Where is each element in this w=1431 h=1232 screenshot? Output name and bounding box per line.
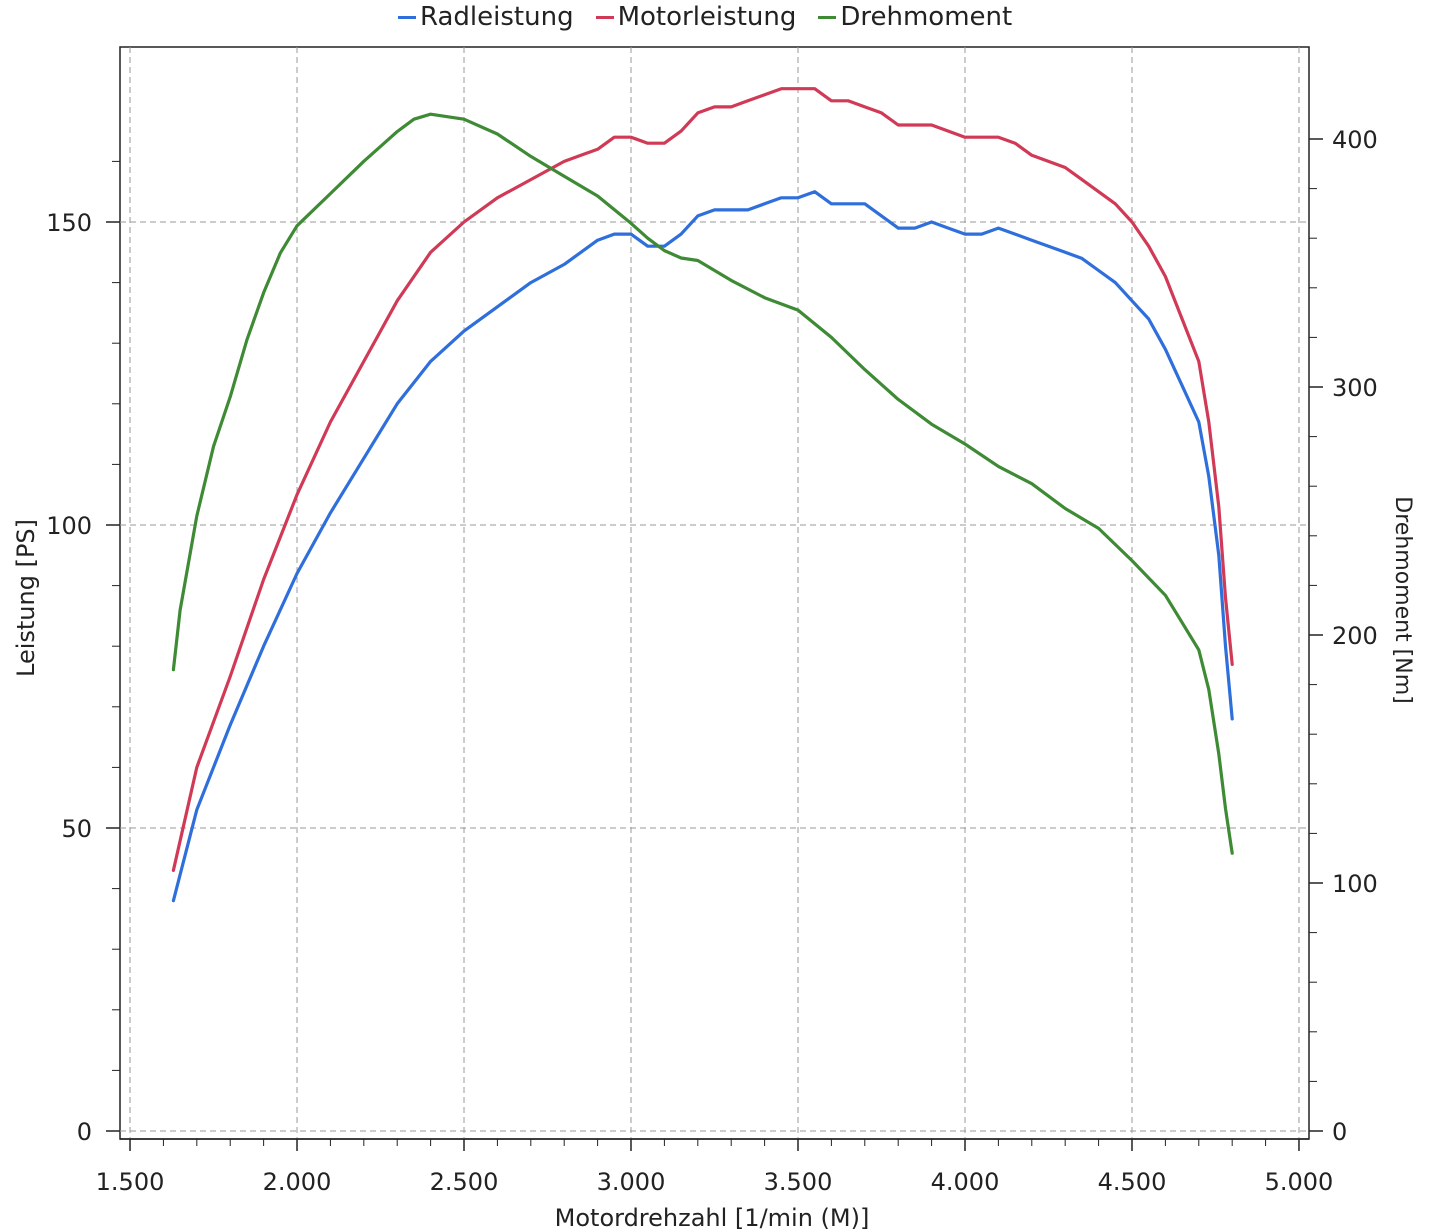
legend-item-radleistung: Radleistung	[398, 2, 574, 32]
y-tick-label: 100	[46, 512, 92, 540]
y-tick-label: 50	[61, 815, 92, 843]
x-tick-label: 4.500	[1098, 1168, 1167, 1196]
x-tick-label: 5.000	[1265, 1168, 1334, 1196]
legend-label-drehmoment: Drehmoment	[840, 2, 1013, 32]
x-axis-title: Motordrehzahl [1/min (M)]	[555, 1204, 870, 1232]
x-tick-label: 3.000	[597, 1168, 666, 1196]
y-tick-label: 150	[46, 209, 92, 237]
legend-item-motorleistung: Motorleistung	[595, 2, 797, 32]
series-lines	[171, 87, 1234, 903]
y-axis-right: 0 100 200 300 400	[1309, 126, 1378, 1146]
legend-item-drehmoment: Drehmoment	[818, 2, 1012, 32]
legend-swatch-motorleistung	[595, 15, 614, 19]
y2-tick-label: 100	[1332, 870, 1378, 898]
y-tick-label: 0	[77, 1118, 92, 1146]
x-axis: 1.500 2.000 2.500 3.000 3.500 4.000 4.500 5.000	[96, 1138, 1334, 1196]
series-line-radleistung	[171, 190, 1234, 903]
y2-tick-label: 200	[1332, 622, 1378, 650]
y2-tick-label: 300	[1332, 374, 1378, 402]
y2-axis-title: Drehmoment [Nm]	[1390, 496, 1415, 703]
x-tick-label: 3.500	[764, 1168, 833, 1196]
y2-tick-label: 0	[1332, 1118, 1347, 1146]
grid-lines	[120, 47, 1309, 1139]
x-tick-label: 2.500	[430, 1168, 499, 1196]
x-tick-label: 4.000	[931, 1168, 1000, 1196]
legend-label-radleistung: Radleistung	[420, 2, 574, 32]
y-axis-left: 0 50 100 150	[46, 160, 120, 1146]
legend-swatch-drehmoment	[818, 15, 837, 19]
y-axis-title: Leistung [PS]	[12, 519, 40, 677]
series-line-drehmoment	[171, 112, 1234, 855]
x-tick-label: 1.500	[96, 1168, 165, 1196]
plot-area	[119, 46, 1310, 1140]
legend-swatch-radleistung	[398, 15, 416, 19]
y2-tick-label: 400	[1332, 126, 1378, 154]
legend-label-motorleistung: Motorleistung	[617, 2, 797, 32]
x-tick-label: 2.000	[263, 1168, 332, 1196]
chart-legend: Radleistung Motorleistung Drehmoment	[398, 2, 1012, 32]
series-line-motorleistung	[171, 87, 1234, 873]
